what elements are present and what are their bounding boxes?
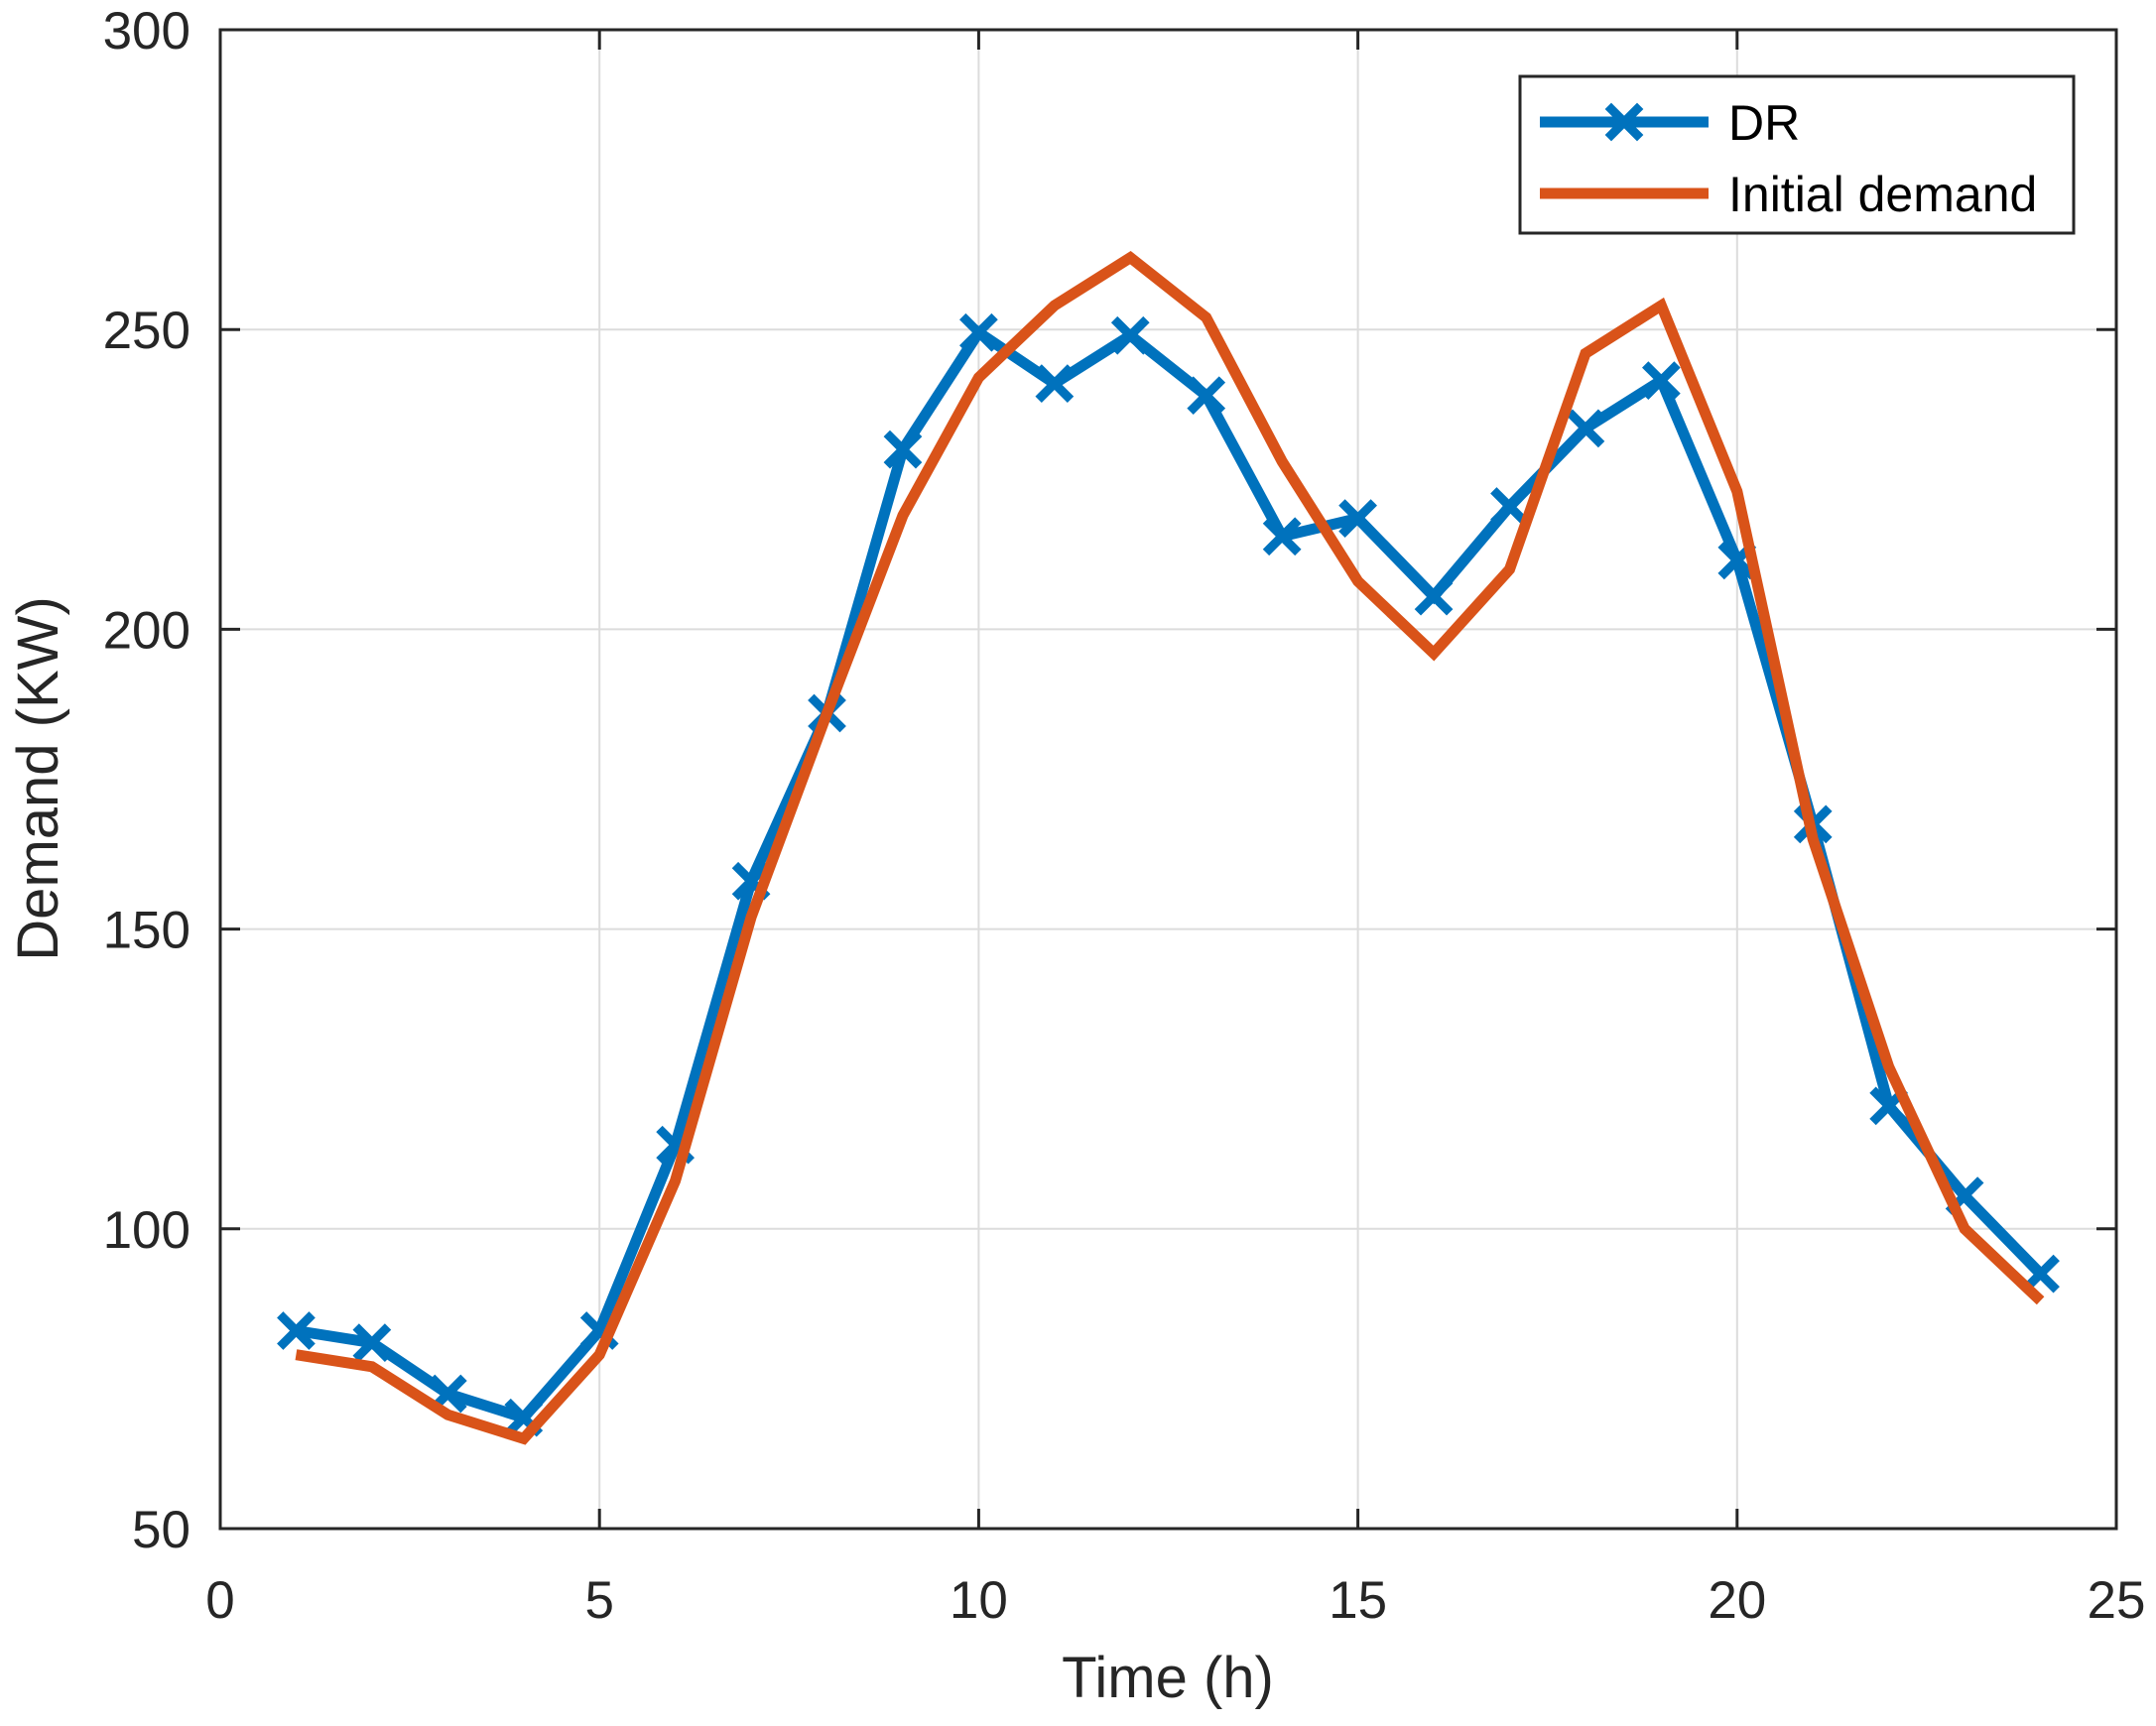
- marker-stroke: [1187, 376, 1226, 416]
- marker-stroke: [1566, 409, 1605, 448]
- marker-stroke: [1641, 361, 1681, 400]
- x-axis-title: Time (h): [1062, 1646, 1274, 1710]
- marker-stroke: [277, 1311, 316, 1350]
- marker-stroke: [883, 430, 923, 469]
- data-point-dr: [2021, 1254, 2060, 1294]
- data-point-dr: [1490, 487, 1529, 526]
- legend-x-marker: [1604, 102, 1644, 142]
- x-tick-label: 20: [1708, 1571, 1766, 1630]
- y-tick-label: 250: [103, 302, 190, 360]
- marker-stroke: [731, 861, 771, 901]
- data-point-dr: [1110, 315, 1150, 355]
- marker-stroke: [2021, 1254, 2060, 1294]
- series-dr: [277, 312, 2060, 1437]
- marker-stroke: [1110, 315, 1150, 355]
- data-point-dr: [1338, 499, 1377, 538]
- data-point-dr: [1566, 409, 1605, 448]
- marker-stroke: [1262, 517, 1302, 556]
- x-axis-tick-labels: 0 5 10 15 20 25: [205, 1571, 2145, 1630]
- data-point-dr: [1641, 361, 1681, 400]
- data-point-dr: [1187, 376, 1226, 416]
- grid-lines: [220, 30, 2116, 1529]
- marker-stroke: [1035, 364, 1075, 403]
- marker-stroke: [1338, 499, 1377, 538]
- data-point-dr: [959, 312, 998, 352]
- plot-frame: [218, 28, 2118, 1531]
- x-tick-label: 15: [1329, 1571, 1387, 1630]
- x-tick-label: 25: [2088, 1571, 2146, 1630]
- data-point-dr: [1414, 576, 1454, 616]
- series-layer: [277, 250, 2060, 1445]
- y-axis-tick-labels: 50 100 150 200 250 300: [103, 2, 190, 1559]
- x-tick-label: 0: [205, 1571, 234, 1630]
- marker-stroke: [1414, 576, 1454, 616]
- marker-stroke: [1604, 102, 1644, 142]
- data-point-dr: [352, 1323, 392, 1362]
- data-point-dr: [883, 430, 923, 469]
- y-tick-label: 50: [132, 1501, 190, 1559]
- y-tick-label: 300: [103, 2, 190, 61]
- x-tick-label: 5: [584, 1571, 613, 1630]
- marker-stroke: [959, 312, 998, 352]
- data-point-dr: [428, 1374, 467, 1414]
- marker-stroke: [352, 1323, 392, 1362]
- legend-label-initial-demand: Initial demand: [1728, 167, 2037, 222]
- marker-stroke: [428, 1374, 467, 1414]
- legend-label-dr: DR: [1728, 95, 1800, 151]
- x-tick-label: 10: [950, 1571, 1008, 1630]
- data-point-dr: [1262, 517, 1302, 556]
- axis-ticks: [218, 28, 2118, 1531]
- data-point-dr: [277, 1311, 316, 1350]
- y-tick-label: 200: [103, 601, 190, 660]
- legend: DR Initial demand: [1518, 74, 2076, 235]
- legend-marker-dr: [1604, 102, 1644, 142]
- data-point-dr: [1035, 364, 1075, 403]
- series-line-initial-demand: [295, 250, 2045, 1445]
- y-tick-label: 150: [103, 902, 190, 960]
- y-axis-title: Demand (KW): [6, 596, 70, 960]
- marker-stroke: [504, 1398, 544, 1437]
- series-initial-demand: [295, 250, 2045, 1445]
- legend-box: [1518, 74, 2076, 235]
- plot-background: [220, 30, 2116, 1529]
- y-tick-label: 100: [103, 1201, 190, 1260]
- marker-stroke: [1490, 487, 1529, 526]
